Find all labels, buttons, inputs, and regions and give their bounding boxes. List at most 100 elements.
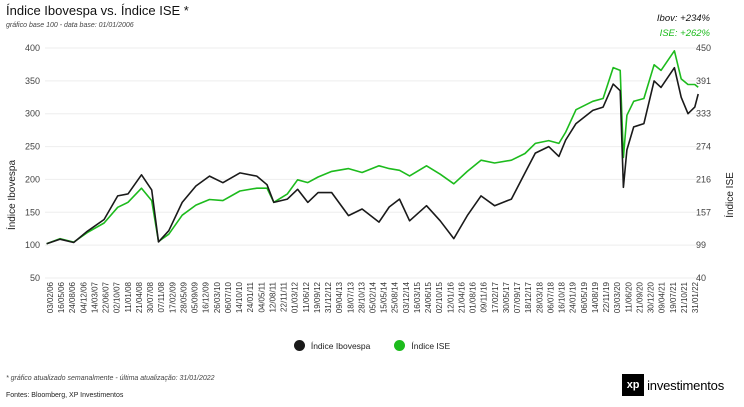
legend-label-ise: Índice ISE bbox=[411, 340, 451, 351]
y-right-tick-label: 450 bbox=[696, 43, 711, 53]
series-lines bbox=[46, 50, 699, 245]
x-tick-label: 12/08/11 bbox=[268, 281, 277, 312]
x-axis-ticks: 03/02/06 16/05/06 24/08/06 04/12/06 14/03/07… bbox=[46, 281, 700, 313]
x-tick-label: 11/06/12 bbox=[302, 281, 311, 312]
x-tick-label: 25/08/14 bbox=[391, 281, 400, 313]
x-tick-label: 24/01/11 bbox=[246, 281, 255, 312]
y-left-tick-label: 150 bbox=[25, 207, 40, 217]
x-tick-label: 19/07/21 bbox=[669, 281, 678, 313]
x-tick-label: 09/11/16 bbox=[480, 281, 489, 312]
legend-item-ise: Índice ISE bbox=[394, 340, 450, 351]
x-tick-label: 28/03/18 bbox=[535, 281, 544, 313]
x-tick-label: 30/07/08 bbox=[146, 281, 155, 313]
y-axis-right-label: Índice ISE bbox=[723, 172, 736, 218]
x-tick-label: 12/01/16 bbox=[446, 281, 455, 313]
x-tick-label: 09/04/13 bbox=[335, 281, 344, 313]
y-axis-left: 50 100 150 200 250 300 350 400 bbox=[25, 43, 40, 283]
x-tick-label: 22/11/11 bbox=[280, 281, 289, 312]
x-tick-label: 18/12/17 bbox=[524, 281, 533, 313]
legend-swatch-ise bbox=[394, 340, 406, 351]
xp-logo-mark: xp bbox=[622, 374, 645, 396]
chart-legend: Índice Ibovespa Índice ISE bbox=[0, 340, 744, 351]
x-tick-label: 04/05/11 bbox=[257, 281, 266, 312]
x-tick-label: 22/11/19 bbox=[602, 281, 611, 312]
x-tick-label: 16/03/15 bbox=[413, 281, 422, 313]
x-tick-label: 21/04/08 bbox=[135, 281, 144, 313]
x-tick-label: 05/02/14 bbox=[369, 281, 378, 313]
x-tick-label: 26/03/10 bbox=[213, 281, 222, 313]
x-tick-label: 31/12/12 bbox=[324, 281, 333, 313]
x-tick-label: 11/06/20 bbox=[624, 281, 633, 312]
y-axis-right: 40 99 157 216 274 333 391 450 bbox=[696, 43, 711, 283]
x-tick-label: 07/11/08 bbox=[157, 281, 166, 312]
x-tick-label: 05/09/09 bbox=[191, 281, 200, 313]
data-source: Fontes: Bloomberg, XP Investimentos bbox=[6, 392, 124, 399]
x-tick-label: 03/03/20 bbox=[613, 281, 622, 313]
y-left-tick-label: 200 bbox=[25, 174, 40, 184]
y-right-tick-label: 216 bbox=[696, 174, 711, 184]
x-tick-label: 11/01/08 bbox=[124, 281, 133, 312]
x-tick-label: 14/10/10 bbox=[235, 281, 244, 313]
x-tick-label: 22/06/07 bbox=[102, 281, 111, 313]
chart-grid bbox=[45, 47, 700, 279]
line-chart: 50 100 150 200 250 300 350 400 40 99 157 216 274 333… bbox=[5, 43, 736, 313]
x-tick-label: 04/12/06 bbox=[79, 281, 88, 313]
chart-subtitle: gráfico base 100 - data base: 01/01/2006 bbox=[6, 22, 134, 29]
legend-swatch-ibov bbox=[293, 340, 305, 351]
x-tick-label: 14/03/07 bbox=[90, 281, 99, 313]
x-tick-label: 30/05/17 bbox=[502, 281, 511, 313]
x-tick-label: 06/07/10 bbox=[224, 281, 233, 313]
y-axis-left-label: Índice Ibovespa bbox=[5, 160, 18, 230]
series-line-ibovespa bbox=[46, 66, 699, 245]
y-right-tick-label: 274 bbox=[696, 142, 711, 152]
x-tick-label: 30/12/20 bbox=[647, 281, 656, 313]
y-left-tick-label: 50 bbox=[30, 273, 40, 283]
x-tick-label: 24/08/06 bbox=[68, 281, 77, 313]
x-tick-label: 01/03/12 bbox=[291, 281, 300, 313]
x-tick-label: 02/10/15 bbox=[435, 281, 444, 313]
x-tick-label: 09/04/21 bbox=[658, 281, 667, 313]
x-tick-label: 24/06/15 bbox=[424, 281, 433, 313]
y-right-tick-label: 391 bbox=[696, 76, 711, 86]
x-tick-label: 06/07/18 bbox=[546, 281, 555, 313]
x-tick-label: 16/05/06 bbox=[57, 281, 66, 313]
x-tick-label: 06/05/19 bbox=[580, 281, 589, 313]
x-tick-label: 28/10/13 bbox=[357, 281, 366, 313]
legend-item-ibov: Índice Ibovespa bbox=[293, 340, 371, 351]
x-tick-label: 16/12/09 bbox=[202, 281, 211, 313]
x-tick-label: 21/09/20 bbox=[635, 281, 644, 313]
x-tick-label: 17/02/17 bbox=[491, 281, 500, 313]
x-tick-label: 21/10/21 bbox=[680, 281, 689, 313]
update-footnote: * gráfico atualizado semanalmente - últi… bbox=[6, 375, 215, 382]
x-tick-label: 01/08/16 bbox=[469, 281, 478, 313]
y-right-tick-label: 333 bbox=[696, 109, 711, 119]
x-tick-label: 18/07/13 bbox=[346, 281, 355, 313]
chart-title: Índice Ibovespa vs. Índice ISE * bbox=[6, 3, 189, 18]
y-left-tick-label: 250 bbox=[25, 142, 40, 152]
series-line-ise bbox=[46, 50, 699, 245]
x-tick-label: 07/09/17 bbox=[513, 281, 522, 313]
x-tick-label: 02/10/07 bbox=[113, 281, 122, 313]
x-tick-label: 17/02/09 bbox=[168, 281, 177, 313]
x-tick-label: 21/04/16 bbox=[457, 281, 466, 313]
ise-return-label: ISE: +262% bbox=[659, 28, 710, 39]
x-tick-label: 03/02/06 bbox=[46, 281, 55, 313]
xp-logo-text: investimentos bbox=[647, 377, 724, 393]
legend-label-ibov: Índice Ibovespa bbox=[310, 340, 371, 351]
x-tick-label: 24/01/19 bbox=[569, 281, 578, 313]
y-left-tick-label: 300 bbox=[25, 109, 40, 119]
y-left-tick-label: 400 bbox=[25, 43, 40, 53]
y-left-tick-label: 100 bbox=[25, 240, 40, 250]
x-tick-label: 16/10/18 bbox=[558, 281, 567, 313]
y-right-tick-label: 99 bbox=[696, 240, 706, 250]
x-tick-label: 19/09/12 bbox=[313, 281, 322, 313]
x-tick-label: 14/08/19 bbox=[591, 281, 600, 313]
x-tick-label: 31/01/22 bbox=[691, 281, 700, 313]
x-tick-label: 28/05/09 bbox=[179, 281, 188, 313]
y-right-tick-label: 40 bbox=[696, 273, 706, 283]
xp-logo: xp investimentos bbox=[622, 374, 724, 396]
ibov-return-label: Ibov: +234% bbox=[656, 13, 710, 24]
x-tick-label: 03/12/14 bbox=[402, 281, 411, 313]
x-tick-label: 15/05/14 bbox=[380, 281, 389, 313]
y-left-tick-label: 350 bbox=[25, 76, 40, 86]
